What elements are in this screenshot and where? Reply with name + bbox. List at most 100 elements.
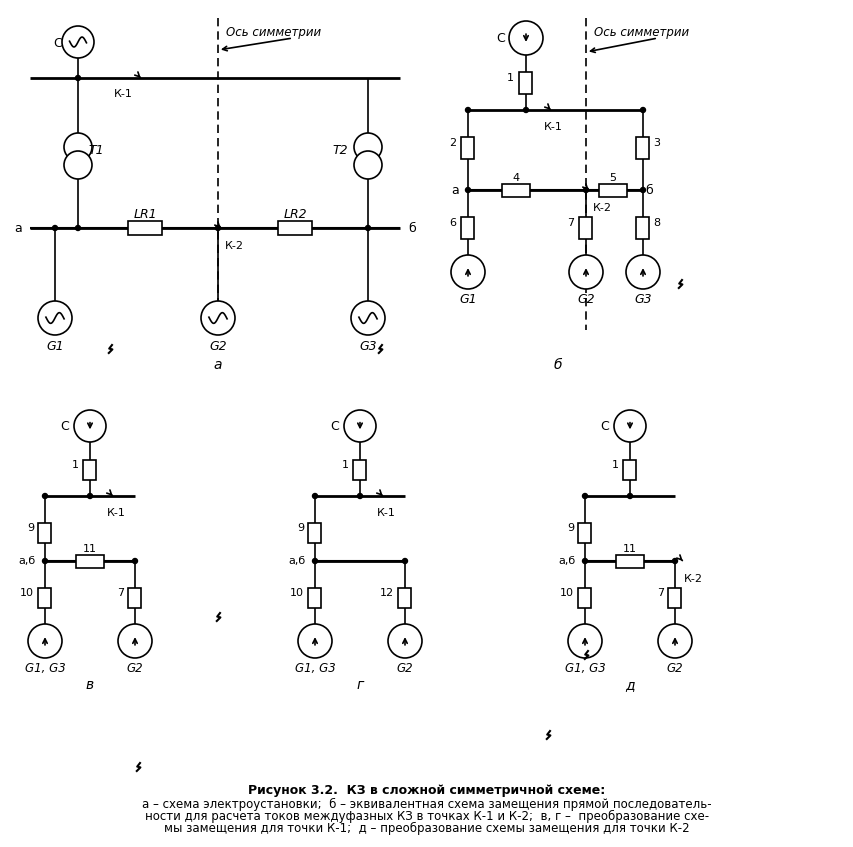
Circle shape [38,301,72,335]
Bar [353,460,366,480]
Circle shape [215,225,220,230]
Bar [38,588,51,608]
Circle shape [200,301,235,335]
Circle shape [43,558,48,563]
Text: г: г [356,678,363,692]
Text: К-2: К-2 [592,203,611,213]
Text: д: д [624,678,634,692]
Circle shape [312,494,317,499]
Circle shape [64,151,92,179]
Bar [278,221,311,235]
Bar [668,588,681,608]
Circle shape [465,108,470,113]
Text: 10: 10 [290,588,304,598]
Text: LR2: LR2 [283,208,306,220]
Bar [502,184,530,197]
Circle shape [387,624,421,658]
Bar [635,137,649,159]
Text: С: С [61,419,69,433]
Circle shape [87,494,92,499]
Bar [598,184,626,197]
Circle shape [354,151,381,179]
Text: а: а [213,358,222,372]
Text: 10: 10 [560,588,573,598]
Circle shape [344,410,375,442]
Bar [38,523,51,543]
Circle shape [132,558,137,563]
Text: 10: 10 [20,588,34,598]
Text: G2: G2 [209,340,227,352]
Circle shape [450,255,485,289]
Text: а,б: а,б [558,556,575,566]
Text: T2: T2 [332,143,347,157]
Text: Ось симметрии: Ось симметрии [594,25,688,38]
Text: 6: 6 [449,218,456,228]
Text: К-1: К-1 [376,508,395,518]
Circle shape [465,187,470,192]
Bar [577,588,591,608]
Text: б: б [644,184,652,197]
Text: мы замещения для точки К-1;  д – преобразование схемы замещения для точки К-2: мы замещения для точки К-1; д – преобраз… [164,822,689,834]
Bar [623,460,635,480]
Text: 8: 8 [653,218,659,228]
Bar [398,588,411,608]
Circle shape [582,494,587,499]
Text: 4: 4 [512,173,519,183]
Text: 9: 9 [26,523,34,533]
Text: G3: G3 [359,340,376,352]
Circle shape [64,133,92,161]
Text: б: б [408,222,415,235]
Circle shape [298,624,332,658]
Circle shape [640,187,645,192]
Circle shape [28,624,62,658]
Bar [128,588,142,608]
Bar [461,217,474,239]
Text: 9: 9 [566,523,573,533]
Text: G2: G2 [397,662,413,674]
Text: T1: T1 [88,143,104,157]
Text: G1, G3: G1, G3 [25,662,66,674]
Bar [308,588,321,608]
Text: К-1: К-1 [107,508,125,518]
Bar [519,72,532,94]
Circle shape [627,494,632,499]
Text: G1: G1 [46,340,64,352]
Bar [615,555,643,567]
Circle shape [567,624,601,658]
Text: 7: 7 [656,588,664,598]
Text: G2: G2 [126,662,143,674]
Circle shape [625,255,659,289]
Circle shape [568,255,602,289]
Text: а: а [450,184,458,197]
Text: б: б [553,358,561,372]
Text: ности для расчета токов междуфазных КЗ в точках К-1 и К-2;  в, г –  преобразован: ности для расчета токов междуфазных КЗ в… [145,810,708,822]
Text: 11: 11 [83,544,97,554]
Text: в: в [86,678,94,692]
Circle shape [43,494,48,499]
Text: Рисунок 3.2.  КЗ в сложной симметричной схеме:: Рисунок 3.2. КЗ в сложной симметричной с… [248,783,605,796]
Text: 2: 2 [449,138,456,148]
Text: а: а [15,222,22,235]
Text: 1: 1 [72,460,79,470]
Circle shape [508,21,543,55]
Circle shape [312,558,317,563]
Bar [635,217,649,239]
Circle shape [75,225,80,230]
Text: G1: G1 [459,292,476,306]
Circle shape [402,558,407,563]
Circle shape [523,108,528,113]
Text: G2: G2 [577,292,595,306]
Text: 1: 1 [612,460,618,470]
Text: К-1: К-1 [113,89,132,99]
Text: G3: G3 [634,292,651,306]
Text: 7: 7 [117,588,124,598]
Bar [84,460,96,480]
Text: G2: G2 [666,662,682,674]
Circle shape [640,108,645,113]
Bar [128,221,162,235]
Text: С: С [496,31,504,45]
Bar [579,217,592,239]
Text: Ось симметрии: Ось симметрии [226,25,321,38]
Circle shape [582,558,587,563]
Circle shape [75,75,80,80]
